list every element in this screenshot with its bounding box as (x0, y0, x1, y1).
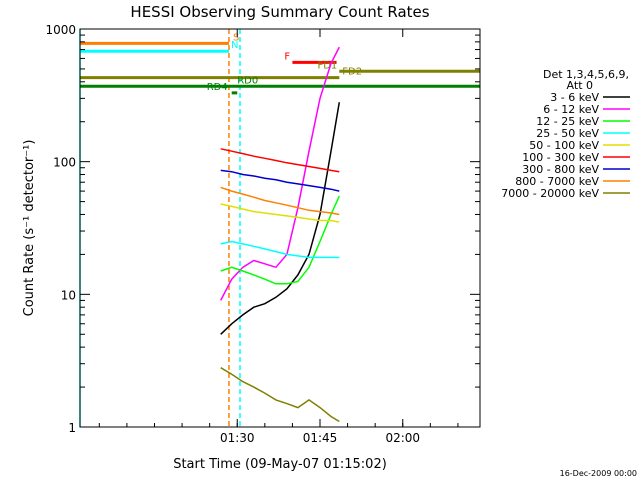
y-axis-label: Count Rate (s⁻¹ detector⁻¹) (22, 140, 37, 317)
x-tick-label-1: 01:45 (303, 431, 338, 445)
series-line-7 (220, 186, 340, 216)
legend-label-2: 12 - 25 keV (536, 115, 599, 128)
flag-label-s: S (233, 32, 239, 43)
legend-label-4: 50 - 100 keV (529, 139, 599, 152)
x-tick-label-2: 02:00 (385, 431, 420, 445)
legend-label-7: 800 - 7000 keV (515, 175, 599, 188)
flag-label-f: F (284, 51, 290, 62)
y-tick-label-2: 100 (53, 156, 76, 170)
series-line-8 (220, 367, 340, 423)
legend-label-1: 6 - 12 keV (543, 103, 599, 116)
legend-label-8: 7000 - 20000 keV (501, 187, 599, 200)
x-tick-label-0: 01:30 (220, 431, 255, 445)
series-line-0 (220, 102, 341, 335)
y-tick-label-1: 10 (61, 288, 76, 302)
series-line-3 (220, 240, 340, 259)
legend-header-line-2: Att 0 (567, 79, 593, 92)
y-tick-label-3: 1000 (45, 23, 76, 37)
legend-label-5: 100 - 300 keV (522, 151, 599, 164)
legend-label-3: 25 - 50 keV (536, 127, 599, 140)
series-line-4 (220, 203, 340, 223)
series-line-1 (220, 46, 340, 301)
flag-label-fd1: FD1 (317, 60, 337, 71)
series-line-6 (220, 169, 340, 192)
series-line-5 (220, 148, 340, 173)
chart-title: HESSI Observing Summary Count Rates (130, 3, 429, 21)
flag-label-n: N (231, 40, 238, 51)
legend-header-line-1: Det 1,3,4,5,6,9, (543, 68, 629, 81)
legend-label-6: 300 - 800 keV (522, 163, 599, 176)
x-axis-label: Start Time (09-May-07 01:15:02) (173, 457, 387, 472)
flag-label-fd2: FD2 (342, 67, 362, 78)
plot-layer: SN F FD1 FD2 RD0 RD4 (79, 29, 480, 427)
flag-label-rd4: RD4 (207, 82, 228, 93)
series-line-2 (220, 195, 340, 285)
legend-label-0: 3 - 6 keV (550, 91, 599, 104)
flag-label-rd0: RD0 (237, 75, 258, 86)
footer-date: 16-Dec-2009 00:00 (560, 469, 637, 478)
y-tick-label-0: 1 (68, 421, 76, 435)
plot-frame (79, 28, 481, 428)
